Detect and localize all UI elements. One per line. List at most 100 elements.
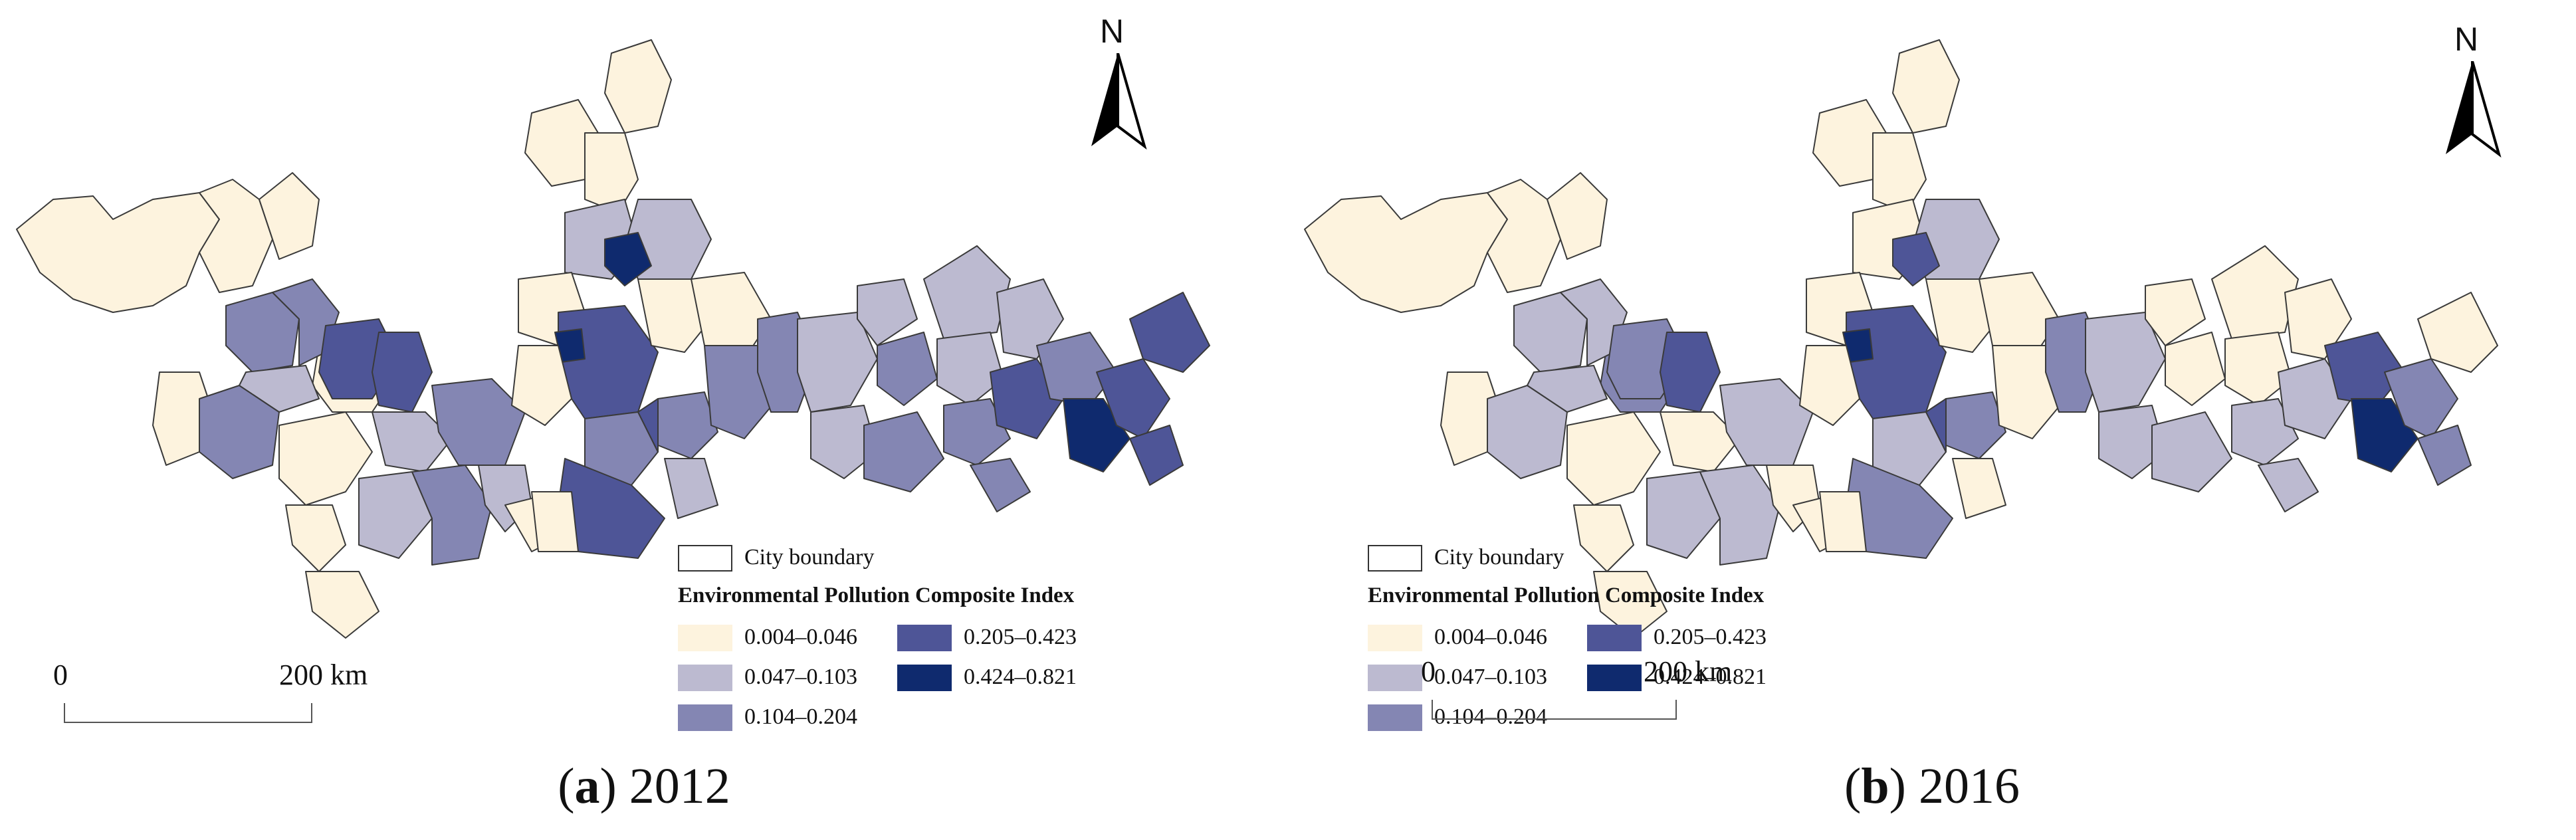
region — [1573, 504, 1634, 572]
region — [239, 365, 320, 413]
region — [558, 305, 659, 419]
legend-swatch-class-2 — [1368, 665, 1422, 691]
caption-letter: b — [1861, 758, 1889, 814]
region — [358, 471, 433, 559]
scale-end-label: 200 km — [279, 659, 368, 691]
legend-label-class-1: 0.004–0.046 — [1434, 625, 1547, 649]
region — [970, 458, 1031, 512]
region — [285, 504, 346, 572]
legend-label-class-2: 0.047–0.103 — [1434, 665, 1547, 689]
region — [1846, 305, 1947, 419]
legend-swatch-class-1 — [1368, 625, 1422, 651]
legend-swatch-class-4 — [1587, 625, 1642, 651]
legend-swatch-class-2 — [678, 665, 732, 691]
region — [2231, 398, 2299, 466]
legend-boundary-label: City boundary — [1434, 545, 1564, 570]
caption-2016: (b) 2016 — [1844, 758, 2020, 814]
region — [2098, 405, 2166, 479]
region — [1646, 471, 1721, 559]
region — [1304, 192, 1508, 313]
region — [1925, 278, 2000, 353]
region — [1096, 358, 1170, 439]
legend-boundary-label: City boundary — [744, 545, 875, 570]
region — [1925, 398, 1947, 453]
region — [1593, 571, 1667, 639]
legend-2012: City boundary Environmental Pollution Co… — [678, 545, 1210, 744]
choropleth-map-2016 — [1304, 39, 2498, 639]
legend-swatch-class-4 — [897, 625, 952, 651]
region — [664, 458, 718, 519]
caption-year: ) 2016 — [1889, 758, 2020, 814]
region — [2417, 425, 2472, 486]
choropleth-map-2012 — [16, 39, 1210, 639]
panel-2016: N City boundary Environmental Pollution … — [1288, 0, 2576, 840]
legend-swatch-class-3 — [678, 704, 732, 731]
region — [637, 278, 712, 353]
region — [199, 179, 273, 293]
region — [431, 378, 526, 466]
region — [2284, 278, 2352, 360]
region — [1699, 465, 1780, 566]
region — [810, 405, 878, 479]
scale-bar-line — [1432, 700, 1677, 720]
scale-bar-line — [64, 703, 312, 723]
region — [2384, 358, 2458, 439]
legend-label-class-5: 0.424–0.821 — [964, 665, 1077, 689]
region — [2224, 332, 2292, 406]
region — [511, 345, 572, 426]
scale-start-label: 0 — [53, 659, 68, 691]
region — [1799, 345, 1860, 426]
caption-letter: a — [574, 758, 600, 814]
legend-label-class-3: 0.104–0.204 — [744, 704, 857, 729]
region — [604, 232, 652, 286]
region — [16, 192, 220, 313]
region — [1819, 491, 1867, 552]
region — [936, 332, 1004, 406]
region — [411, 465, 492, 566]
region — [1527, 365, 1608, 413]
legend-swatch-class-1 — [678, 625, 732, 651]
legend-2016: City boundary Environmental Pollution Co… — [1368, 545, 1899, 744]
region — [1547, 172, 1608, 260]
region — [2145, 278, 2206, 346]
scale-bar-2016: 0 200 km — [1421, 655, 1732, 734]
region — [531, 491, 579, 552]
legend-swatch-class-5 — [897, 665, 952, 691]
north-arrow-icon — [1091, 53, 1147, 150]
legend-label-class-1: 0.004–0.046 — [744, 625, 857, 649]
region — [2417, 292, 2498, 373]
region — [1892, 39, 1960, 134]
region — [372, 332, 433, 413]
region — [2258, 458, 2319, 512]
region — [1129, 292, 1210, 373]
legend-label-class-3: 0.104–0.204 — [1434, 704, 1547, 729]
region — [1872, 132, 1927, 213]
legend-swatch-class-5 — [1587, 665, 1642, 691]
legend-boundary-swatch — [1368, 545, 1422, 572]
region — [1719, 378, 1814, 466]
legend-label-class-2: 0.047–0.103 — [744, 665, 857, 689]
region — [943, 398, 1011, 466]
region — [1660, 332, 1721, 413]
legend-label-class-4: 0.205–0.423 — [964, 625, 1077, 649]
scale-end-label: 200 km — [1644, 655, 1733, 688]
region — [2151, 411, 2232, 492]
region — [2165, 332, 2226, 406]
legend-swatch-class-3 — [1368, 704, 1422, 731]
region — [372, 411, 453, 472]
legend-boundary-swatch — [678, 545, 732, 572]
region — [584, 132, 639, 213]
region — [1660, 411, 1741, 472]
legend-label-class-5: 0.424–0.821 — [1654, 665, 1767, 689]
region — [1129, 425, 1184, 486]
region — [305, 571, 379, 639]
region — [637, 398, 659, 453]
panel-2012: N City boundary Environmental Pollution … — [16, 13, 1210, 814]
north-letter: N — [1100, 13, 1125, 50]
region — [1952, 458, 2006, 519]
legend-title: Environmental Pollution Composite Index — [1368, 583, 1765, 607]
scale-bar-2012: 0 200 km — [53, 658, 368, 738]
region — [259, 172, 320, 260]
legend-label-class-4: 0.205–0.423 — [1654, 625, 1767, 649]
north-letter: N — [2454, 21, 2479, 58]
